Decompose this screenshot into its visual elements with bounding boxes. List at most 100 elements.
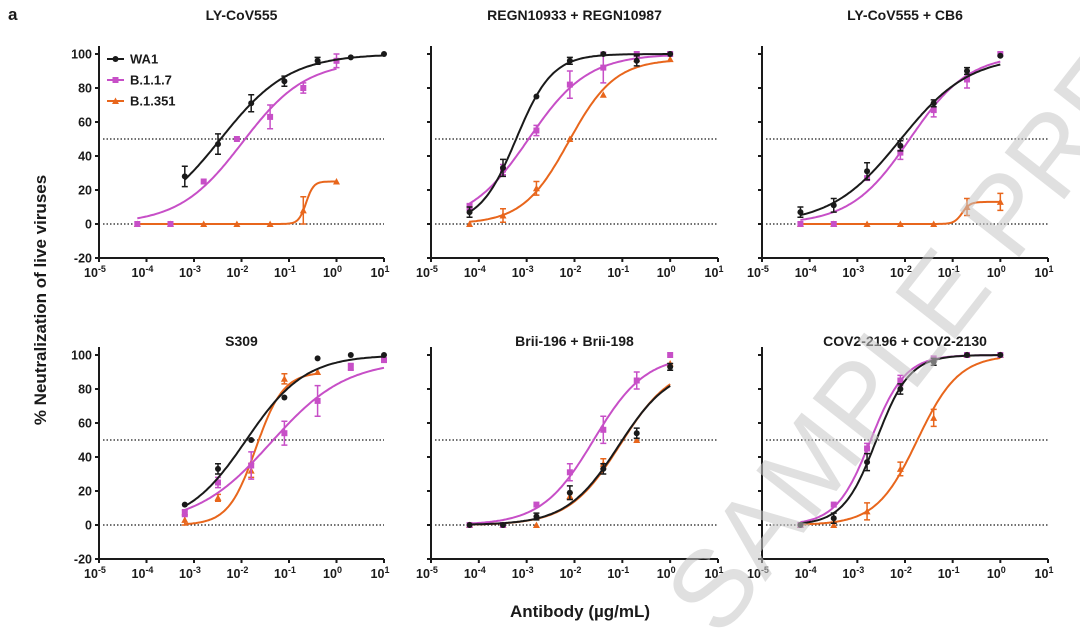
y-tick-label: 60 — [78, 116, 92, 130]
chart-panel: COV2-2196 + COV2-2130 10-5 10-4 10-3 10-2 10-… — [747, 333, 1053, 581]
data-point — [896, 465, 904, 472]
data-point — [466, 209, 473, 216]
data-point — [930, 358, 937, 365]
data-point — [381, 51, 387, 57]
x-tick-label: 101 — [705, 565, 724, 581]
data-point — [566, 469, 573, 476]
y-tick-label: 60 — [78, 417, 92, 431]
chart-title: Brii-196 + Brii-198 — [515, 333, 634, 349]
x-tick-label: 10-5 — [416, 264, 438, 280]
data-point — [248, 437, 255, 443]
data-point — [930, 414, 938, 421]
x-tick-label: 10-3 — [842, 264, 864, 280]
y-axis-label: % Neutralization of live viruses — [31, 175, 50, 425]
data-point — [566, 135, 574, 142]
data-point — [532, 521, 540, 528]
y-tick-label: 40 — [78, 150, 92, 164]
y-tick-label: 0 — [85, 519, 92, 533]
y-tick-label: 80 — [78, 82, 92, 96]
data-point — [566, 57, 573, 64]
data-point — [633, 57, 640, 64]
x-tick-label: 10-1 — [607, 565, 629, 581]
chart-title: S309 — [225, 333, 258, 349]
y-tick-label: 0 — [85, 218, 92, 232]
data-point — [896, 220, 904, 227]
x-tick-label: 10-1 — [607, 264, 629, 280]
x-tick-label: 10-3 — [512, 565, 534, 581]
x-tick-label: 10-4 — [795, 565, 817, 581]
data-point — [499, 164, 506, 171]
data-point — [248, 462, 255, 469]
x-tick-label: 10-2 — [560, 264, 582, 280]
data-point — [347, 54, 354, 61]
fit-curve — [137, 67, 337, 220]
x-tick-label: 100 — [987, 264, 1006, 280]
legend-label: WA1 — [130, 52, 158, 67]
x-tick-label: 100 — [323, 565, 342, 581]
data-point — [466, 220, 474, 227]
data-point — [181, 501, 188, 508]
data-point — [667, 363, 674, 370]
data-point — [300, 85, 307, 91]
data-point — [314, 355, 321, 362]
x-tick-label: 10-2 — [227, 565, 249, 581]
x-tick-label: 10-1 — [274, 565, 296, 581]
data-point — [566, 81, 573, 88]
data-point — [333, 178, 340, 185]
fit-curve — [469, 385, 671, 526]
data-point — [134, 221, 141, 227]
data-point — [381, 357, 387, 364]
data-point — [266, 220, 274, 227]
x-tick-label: 10-5 — [747, 565, 769, 581]
x-tick-label: 101 — [371, 565, 390, 581]
data-point — [499, 212, 507, 219]
x-tick-label: 10-1 — [938, 565, 960, 581]
data-point — [280, 375, 288, 382]
data-point — [864, 168, 871, 175]
data-point — [181, 173, 188, 180]
legend-item: B.1.351 — [107, 94, 176, 109]
chart-panel: LY-CoV555 -20 0 20 40 60 80 100 10-5 10-4 10-3 10-2… — [71, 7, 389, 280]
fit-curve — [184, 54, 384, 181]
data-point — [997, 52, 1004, 59]
data-point — [599, 91, 607, 98]
data-point — [863, 220, 871, 227]
x-tick-label: 10-5 — [416, 565, 438, 581]
data-point — [533, 513, 540, 520]
legend-marker — [112, 56, 119, 62]
data-point — [214, 479, 221, 486]
data-point — [797, 522, 804, 528]
x-tick-label: 10-4 — [464, 264, 486, 280]
data-point — [499, 522, 506, 528]
x-tick-label: 10-4 — [132, 264, 154, 280]
data-point — [897, 386, 904, 392]
data-point — [214, 494, 222, 501]
legend-item: WA1 — [107, 52, 158, 67]
data-point — [600, 51, 607, 57]
x-tick-label: 10-1 — [938, 264, 960, 280]
x-tick-label: 10-1 — [274, 264, 296, 280]
data-point — [667, 51, 674, 57]
x-tick-label: 10-2 — [890, 264, 912, 280]
x-tick-label: 100 — [323, 264, 342, 280]
data-point — [214, 465, 221, 472]
fit-curve — [184, 355, 385, 508]
chart-title: LY-CoV555 — [206, 7, 278, 23]
data-point — [996, 198, 1004, 205]
data-point — [830, 521, 838, 528]
x-tick-label: 10-4 — [464, 565, 486, 581]
data-point — [633, 377, 640, 384]
chart-title: COV2-2196 + COV2-2130 — [823, 333, 987, 349]
data-point — [633, 436, 641, 443]
data-point — [281, 430, 288, 437]
watermark: SAMPLE PREVIEW — [642, 0, 1080, 632]
y-tick-label: 20 — [78, 184, 92, 198]
chart-title: LY-CoV555 + CB6 — [847, 7, 963, 23]
data-point — [281, 394, 288, 401]
x-tick-label: 101 — [705, 264, 724, 280]
data-point — [830, 221, 837, 227]
y-tick-label: 100 — [71, 349, 92, 363]
data-point — [930, 100, 937, 107]
data-point — [333, 57, 340, 64]
legend-marker — [112, 77, 119, 83]
